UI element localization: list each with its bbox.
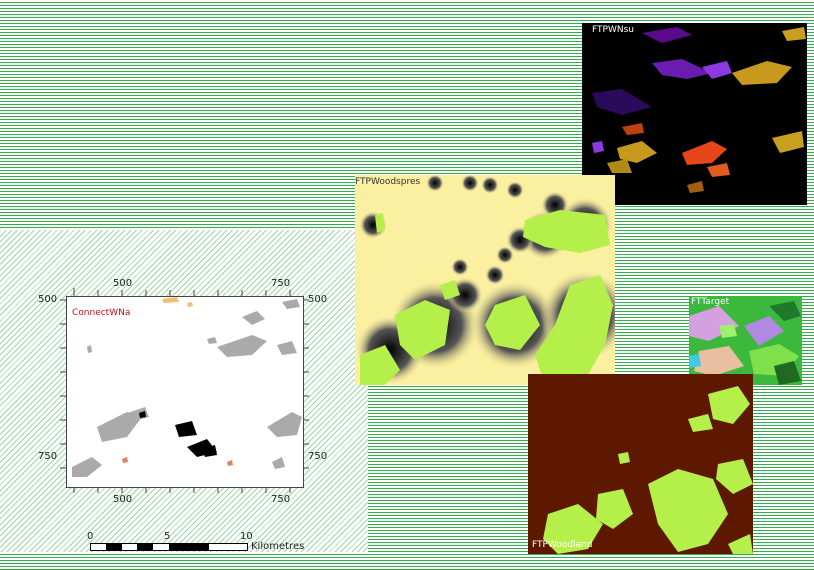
x-top-label-500: 500 — [113, 278, 133, 289]
connectwna-map-graphic — [72, 297, 302, 477]
ftpwoodspres-map-graphic — [355, 175, 615, 385]
y-left-label-500: 500 — [38, 294, 58, 305]
x-bottom-label-750: 750 — [271, 494, 291, 505]
panel-title-ftpwoodland: FTPWoodland — [532, 540, 593, 550]
map-panel-ftpwoodspres[interactable]: FTPWoodspres — [355, 175, 615, 385]
ftpwoodland-map-graphic — [543, 386, 753, 554]
map-panel-fttarget[interactable]: FTTarget — [689, 296, 802, 385]
panel-title-ftpwoodspres: FTPWoodspres — [355, 177, 421, 187]
ftpwnsu-map-graphic — [592, 27, 806, 193]
panel-title-fttarget: FTTarget — [691, 297, 730, 307]
scale-tick-5: 5 — [164, 531, 171, 542]
panel-title-connectwna: ConnectWNa — [72, 308, 131, 318]
scale-tick-10: 10 — [240, 531, 253, 542]
panel-title-ftpwnsu: FTPWNsu — [592, 25, 634, 35]
y-right-label-750: 750 — [308, 451, 328, 462]
map-panel-ftpwnsu[interactable]: FTPWNsu — [582, 23, 807, 205]
x-top-label-750: 750 — [271, 278, 291, 289]
y-right-label-500: 500 — [308, 294, 328, 305]
scale-bar — [90, 543, 248, 551]
map-panel-ftpwoodland[interactable]: FTPWoodland — [528, 374, 753, 554]
x-bottom-label-500: 500 — [113, 494, 133, 505]
map-panel-connectwna[interactable]: ConnectWNa — [66, 296, 304, 488]
y-left-label-750: 750 — [38, 451, 58, 462]
fttarget-map-graphic — [689, 296, 802, 385]
scale-tick-0: 0 — [87, 531, 94, 542]
scale-unit: Kilometres — [251, 541, 305, 552]
